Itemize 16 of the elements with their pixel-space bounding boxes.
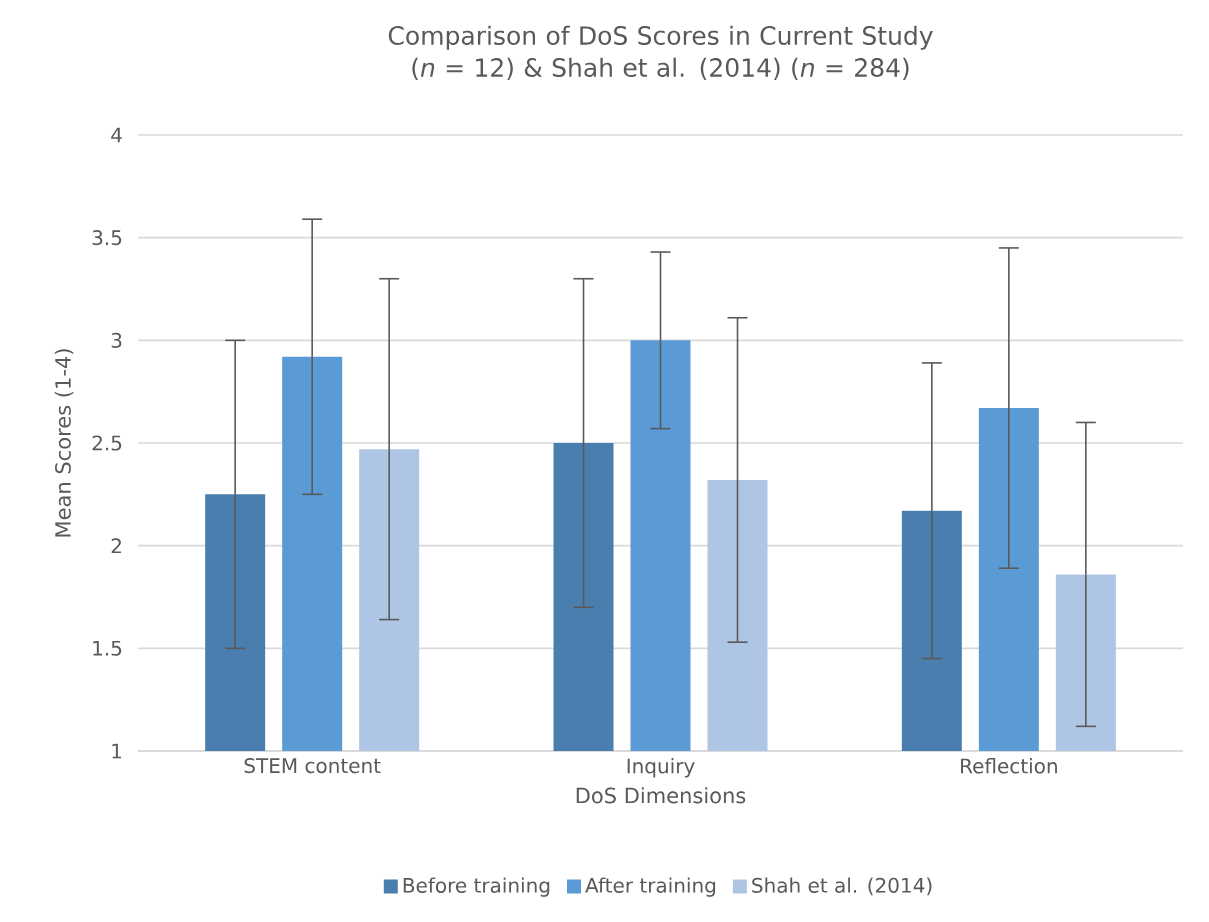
legend-label: Before training bbox=[403, 877, 550, 897]
y-tick-label: 2.5 bbox=[92, 435, 122, 451]
y-tick-label: 1.5 bbox=[93, 640, 122, 656]
legend-label: After training bbox=[585, 877, 716, 897]
x-tick-label: Inquiry bbox=[627, 758, 695, 778]
y-tick-label: 3.5 bbox=[92, 230, 122, 246]
y-tick-label: 2 bbox=[111, 538, 121, 554]
x-axis-title: DoS Dimensions bbox=[576, 787, 746, 804]
y-tick-label: 1 bbox=[112, 743, 122, 759]
legend-label: Shah et al. (2014) bbox=[752, 877, 932, 896]
x-tick-label: Reflection bbox=[961, 758, 1057, 774]
chart-title: Comparison of DoS Scores in Current Study (n = 12) & Shah et al. (2014) (n = 284) bbox=[388, 25, 933, 80]
y-tick-label: 3 bbox=[111, 332, 122, 348]
y-axis-title: Mean Scores (1-4) bbox=[54, 349, 74, 537]
y-tick-label: 4 bbox=[111, 127, 122, 143]
x-tick-label: STEM content bbox=[244, 758, 381, 774]
